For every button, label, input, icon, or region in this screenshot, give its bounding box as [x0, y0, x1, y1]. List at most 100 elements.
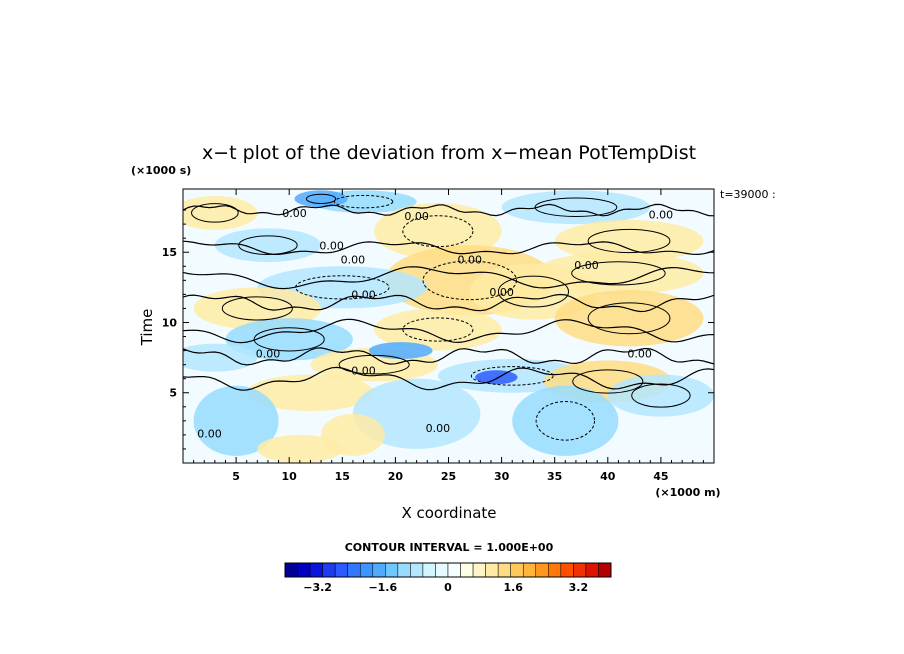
y-tick-label: 10 — [162, 316, 178, 329]
heatmap-plot-area: 0.00 0.000.000.00 0.00 0.000.000.00 0.000.00… — [183, 189, 714, 463]
y-axis-label: Time — [138, 309, 156, 347]
contour-label: 0.00 — [457, 253, 482, 266]
y-tick-label: 5 — [169, 387, 177, 400]
zero-contour — [183, 366, 714, 391]
contour-loop — [587, 302, 671, 335]
zero-contour — [183, 347, 714, 366]
contour-label: 0.00 — [404, 210, 429, 223]
zero-contour — [183, 203, 714, 217]
contour-label: 0.00 — [341, 253, 366, 266]
shaded-region — [183, 196, 258, 230]
colorbar — [284, 562, 612, 578]
x-tick-label: 40 — [600, 470, 616, 483]
x-axis-ticks: 5 10 15 20 25 30 35 40 45 — [193, 189, 704, 483]
shaded-region — [352, 378, 481, 449]
colorbar-swatch — [598, 562, 612, 578]
contour-label: 0.00 — [574, 259, 599, 272]
contour-loop — [534, 197, 618, 218]
shaded-region — [193, 385, 279, 456]
shaded-region — [607, 374, 714, 417]
contour-loop — [470, 366, 554, 386]
contour-loop — [631, 383, 691, 408]
colorbar-swatch — [485, 562, 499, 578]
contour-label: 0.00 — [627, 348, 652, 361]
y-tick-label: 15 — [162, 246, 177, 259]
contour-label: 0.00 — [282, 207, 307, 220]
contour-loop — [238, 235, 298, 255]
shaded-region — [294, 190, 348, 208]
contour-lines — [183, 193, 714, 441]
colorbar-swatch — [585, 562, 599, 578]
colorbar-tick-label: 1.6 — [503, 581, 523, 594]
contour-loop — [305, 193, 337, 204]
colorbar-swatch — [560, 562, 574, 578]
shaded-region — [533, 252, 704, 295]
contour-labels: 0.00 0.000.000.00 0.00 0.000.000.00 0.000.00… — [197, 207, 673, 441]
colorbar-swatch — [309, 562, 323, 578]
shaded-region — [374, 203, 502, 260]
colorbar-swatch — [372, 562, 386, 578]
colorbar-tick-label: 0 — [444, 581, 452, 594]
contour-loop — [571, 261, 666, 286]
shaded-region — [246, 374, 375, 412]
colorbar-swatch — [497, 562, 511, 578]
contour-loop — [422, 260, 517, 301]
colorbar-tick-label: 3.2 — [569, 581, 589, 594]
colorbar-swatch — [397, 562, 411, 578]
shaded-region — [214, 228, 322, 263]
contour-loop — [497, 275, 570, 308]
x-tick-label: 30 — [494, 470, 510, 483]
y-axis-unit: (×1000 s) — [131, 164, 191, 177]
time-label: t=39000 : — [720, 188, 776, 201]
colorbar-swatch — [573, 562, 587, 578]
x-axis-unit: (×1000 m) — [655, 486, 720, 499]
x-tick-label: 35 — [547, 470, 562, 483]
contour-loop — [221, 296, 293, 321]
colorbar-swatch — [548, 562, 562, 578]
shaded-region — [554, 290, 704, 347]
colorbar-swatch — [334, 562, 348, 578]
contour-label: 0.00 — [351, 289, 376, 302]
contour-label: 0.00 — [319, 239, 344, 252]
shaded-region — [368, 342, 433, 360]
colorbar-swatch — [284, 562, 298, 578]
shaded-region — [475, 370, 518, 385]
colorbar-swatch — [472, 562, 486, 578]
x-tick-label: 45 — [653, 470, 668, 483]
colorbar-swatch — [359, 562, 374, 578]
colorbar-swatch — [322, 562, 336, 578]
colorbar-swatch — [510, 562, 524, 578]
contour-label: 0.00 — [426, 422, 451, 435]
x-tick-label: 5 — [232, 470, 240, 483]
colorbar-swatch — [447, 562, 461, 578]
colorbar-swatch — [385, 562, 399, 578]
contour-loop — [190, 203, 239, 223]
colorbar-swatch — [347, 562, 361, 578]
shaded-anomaly-regions — [183, 190, 714, 463]
colorbar-swatch — [535, 562, 549, 578]
x-tick-label: 10 — [282, 470, 298, 483]
contour-label: 0.00 — [197, 428, 222, 441]
contour-label: 0.00 — [256, 348, 281, 361]
x-tick-label: 25 — [441, 470, 456, 483]
zero-contour — [183, 318, 714, 344]
shaded-region — [257, 434, 343, 463]
contour-loop — [535, 401, 596, 441]
colorbar-tick-labels: −3.2 −1.6 0 1.6 3.2 — [303, 581, 588, 594]
zero-contour — [183, 293, 714, 313]
shaded-region — [512, 385, 619, 456]
contour-loop — [333, 194, 394, 209]
colorbar-swatch — [410, 562, 424, 578]
colorbar-swatch — [422, 562, 436, 578]
contour-loop — [402, 215, 474, 248]
shaded-region — [501, 190, 651, 225]
colorbar-swatch — [435, 562, 449, 578]
contour-loop — [253, 327, 325, 352]
contour-label: 0.00 — [351, 364, 376, 377]
colorbar-tick-label: −3.2 — [303, 581, 332, 594]
colorbar-swatch — [297, 562, 311, 578]
x-tick-label: 15 — [335, 470, 350, 483]
contour-label: 0.00 — [489, 286, 514, 299]
contour-loop — [402, 317, 474, 342]
